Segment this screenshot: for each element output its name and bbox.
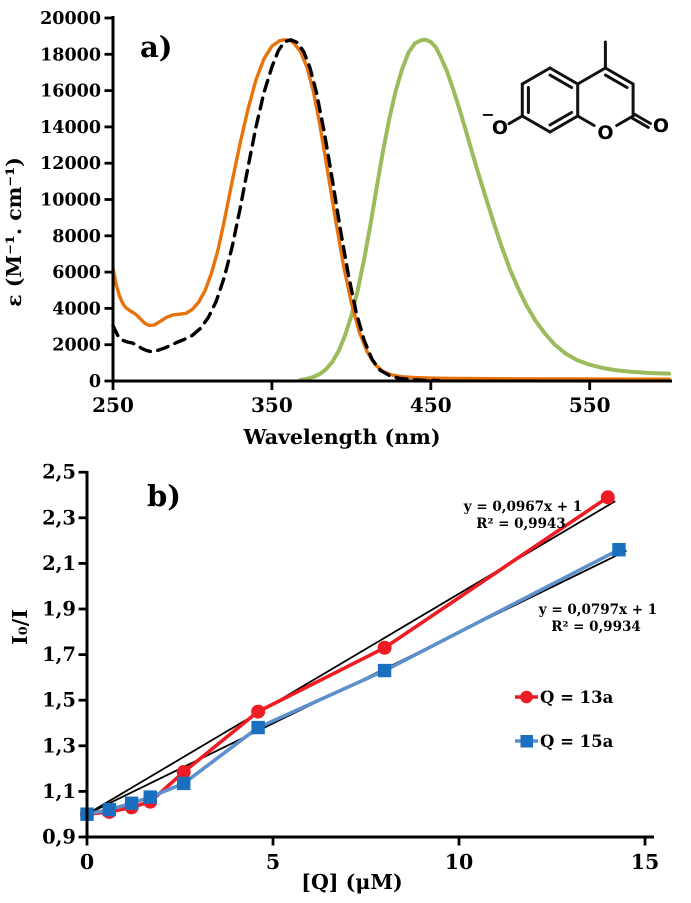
panel-a-y-tick-label: 10000 — [40, 191, 101, 211]
bond — [576, 114, 596, 127]
panel-a-y-tick-label: 6000 — [52, 263, 101, 283]
panel-b-y-tick-label: 2,1 — [42, 552, 76, 575]
panel-b: 0,9 1,1 1,3 1,5 1,7 1,9 2,1 2,3 2,5 0 5 10 15 b) [Q]… — [8, 461, 659, 894]
molecule-4-methylumbelliferone-anion: O O O − — [481, 40, 669, 144]
carbonyl-bond — [630, 116, 650, 129]
data-point-q-15a — [124, 796, 139, 810]
equation-series-15a: y = 0,0797x + 1 — [538, 602, 657, 618]
data-point-q-15a — [177, 776, 191, 791]
carbonyl-bond — [632, 112, 652, 125]
panel-a-y-tick-label: 2000 — [52, 336, 101, 356]
legend-label-13a: Q = 13a — [540, 688, 614, 707]
panel-a-y-tick-label: 14000 — [40, 118, 101, 138]
data-point-q-13a — [377, 640, 392, 655]
phenolate-oxygen-label: O — [492, 117, 508, 139]
legend-circle-marker — [520, 690, 533, 704]
panel-a-y-tick-label: 0 — [89, 372, 101, 392]
series-absorption-dashed-black — [111, 38, 441, 383]
double-bond-inner — [548, 73, 574, 89]
panel-a-x-tick-label: 450 — [410, 393, 452, 417]
data-point-q-15a — [143, 790, 157, 804]
equation-series-13a: y = 0,0967x + 1 — [463, 499, 582, 515]
panel-a-x-axis-label: Wavelength (nm) — [242, 425, 440, 449]
data-point-q-15a — [251, 720, 265, 735]
panel-b-y-tick-label: 1,5 — [42, 689, 76, 712]
double-bond-inner — [548, 111, 574, 127]
panel-a-y-tick-label: 20000 — [40, 9, 101, 29]
bond — [603, 66, 635, 86]
bond — [576, 66, 607, 86]
panel-b-plot — [80, 490, 627, 822]
panel-a-y-tick-label: 8000 — [52, 227, 101, 247]
phenolate-bond — [507, 114, 524, 126]
legend-square-marker — [520, 735, 533, 748]
panel-a-x-tick-label: 350 — [251, 393, 293, 417]
series-line-q-13a — [85, 495, 610, 817]
ring-oxygen-label: O — [597, 122, 613, 144]
trendline-0 — [86, 500, 616, 815]
panel-b-y-tick-label: 0,9 — [42, 826, 76, 849]
series-absorption-solid-orange — [111, 38, 671, 381]
legend-item-15a: Q = 15a — [515, 732, 614, 751]
panel-b-x-tick-label: 15 — [631, 850, 660, 874]
panel-b-y-axis-label: I₀/I — [8, 609, 32, 645]
bond — [548, 66, 580, 86]
legend-label-15a: Q = 15a — [540, 732, 614, 751]
panel-a: 0 2000 4000 6000 8000 10000 12000 14000 16000 180… — [2, 9, 672, 449]
bond — [520, 114, 552, 134]
data-point-q-15a — [612, 543, 626, 557]
panel-b-y-tick-label: 2,3 — [42, 506, 76, 529]
panel-b-title: b) — [147, 479, 181, 513]
r-squared-series-13a: R² = 0,9943 — [476, 516, 566, 532]
double-bond-inner — [603, 73, 629, 89]
panel-a-y-tick-label: 12000 — [40, 154, 101, 174]
panel-b-y-tick-label: 1,9 — [42, 598, 76, 621]
bond — [520, 66, 552, 86]
panel-a-ticks: 0 2000 4000 6000 8000 10000 12000 14000 16000 180… — [40, 9, 610, 417]
panel-a-x-tick-label: 250 — [92, 393, 134, 417]
data-point-q-13a — [176, 765, 191, 780]
panel-b-y-tick-label: 1,1 — [42, 780, 76, 803]
data-point-q-15a — [102, 802, 117, 817]
panel-b-y-tick-label: 2,5 — [42, 461, 76, 484]
legend: Q = 13a Q = 15a — [515, 688, 614, 751]
panel-a-title: a) — [140, 30, 173, 64]
panel-a-y-tick-label: 18000 — [40, 45, 101, 65]
panel-b-x-axis-label: [Q] (μM) — [301, 870, 403, 894]
panel-b-x-tick-label: 0 — [80, 850, 94, 874]
panel-a-y-tick-label: 4000 — [52, 299, 101, 319]
legend-item-13a: Q = 13a — [515, 688, 614, 707]
panel-b-y-tick-label: 1,7 — [42, 643, 76, 666]
panel-a-plot — [111, 37, 672, 383]
carbonyl-oxygen-label: O — [653, 115, 669, 137]
data-point-q-13a — [251, 704, 266, 719]
panel-b-y-tick-label: 1,3 — [42, 734, 76, 757]
panel-a-x-tick-label: 550 — [569, 393, 611, 417]
negative-charge-label: − — [481, 105, 494, 124]
bond — [548, 114, 580, 134]
panel-a-y-axis-label: ε (M⁻¹. cm⁻¹) — [2, 157, 26, 307]
panel-b-ticks: 0,9 1,1 1,3 1,5 1,7 1,9 2,1 2,3 2,5 0 5 10 15 — [42, 461, 659, 874]
series-emission-green — [298, 37, 672, 382]
r-squared-series-15a: R² = 0,9934 — [551, 619, 641, 635]
panel-a-y-tick-label: 16000 — [40, 82, 101, 102]
data-point-q-13a — [600, 490, 615, 505]
bond — [615, 114, 635, 127]
panel-b-x-tick-label: 5 — [266, 850, 280, 874]
data-point-q-15a — [377, 663, 392, 678]
panel-b-x-tick-label: 10 — [445, 850, 474, 874]
